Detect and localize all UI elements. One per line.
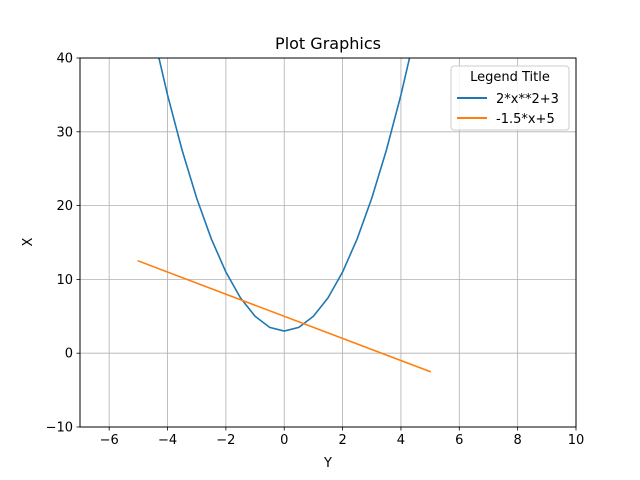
x-tick-label: 2 xyxy=(338,433,346,448)
plot-frame xyxy=(79,57,577,428)
y-tick-label: 10 xyxy=(56,273,73,288)
series-layer xyxy=(137,58,432,373)
y-axis-title: X xyxy=(21,237,36,246)
x-tick-label: −4 xyxy=(158,433,177,448)
series-line-0 xyxy=(158,58,411,332)
legend-title: Legend Title xyxy=(470,70,550,85)
x-tick-label: 6 xyxy=(455,433,463,448)
x-tick-label: −6 xyxy=(100,433,119,448)
y-tick-label: 0 xyxy=(65,347,73,362)
x-tick-label: −2 xyxy=(216,433,235,448)
y-tick-label: 40 xyxy=(56,52,73,67)
x-tick-label: 8 xyxy=(514,433,522,448)
ticks: −6 −4 −2 0 2 4 6 8 10 −10 0 10 20 30 40 xyxy=(46,52,585,449)
x-axis-title: Y xyxy=(323,456,332,471)
x-tick-label: 4 xyxy=(397,433,405,448)
legend-box xyxy=(450,65,570,131)
y-tick-label: 20 xyxy=(56,199,73,214)
legend-label-1: -1.5*x+5 xyxy=(496,112,555,127)
y-tick-label: 30 xyxy=(56,125,73,140)
x-tick-label: 10 xyxy=(568,433,585,448)
legend: Legend Title 2*x**2+3 -1.5*x+5 xyxy=(450,65,570,131)
series-line-1 xyxy=(137,259,432,373)
chart-title: Plot Graphics xyxy=(275,34,381,53)
y-tick-label: −10 xyxy=(46,421,73,436)
x-tick-label: 0 xyxy=(280,433,288,448)
legend-label-0: 2*x**2+3 xyxy=(496,92,559,107)
